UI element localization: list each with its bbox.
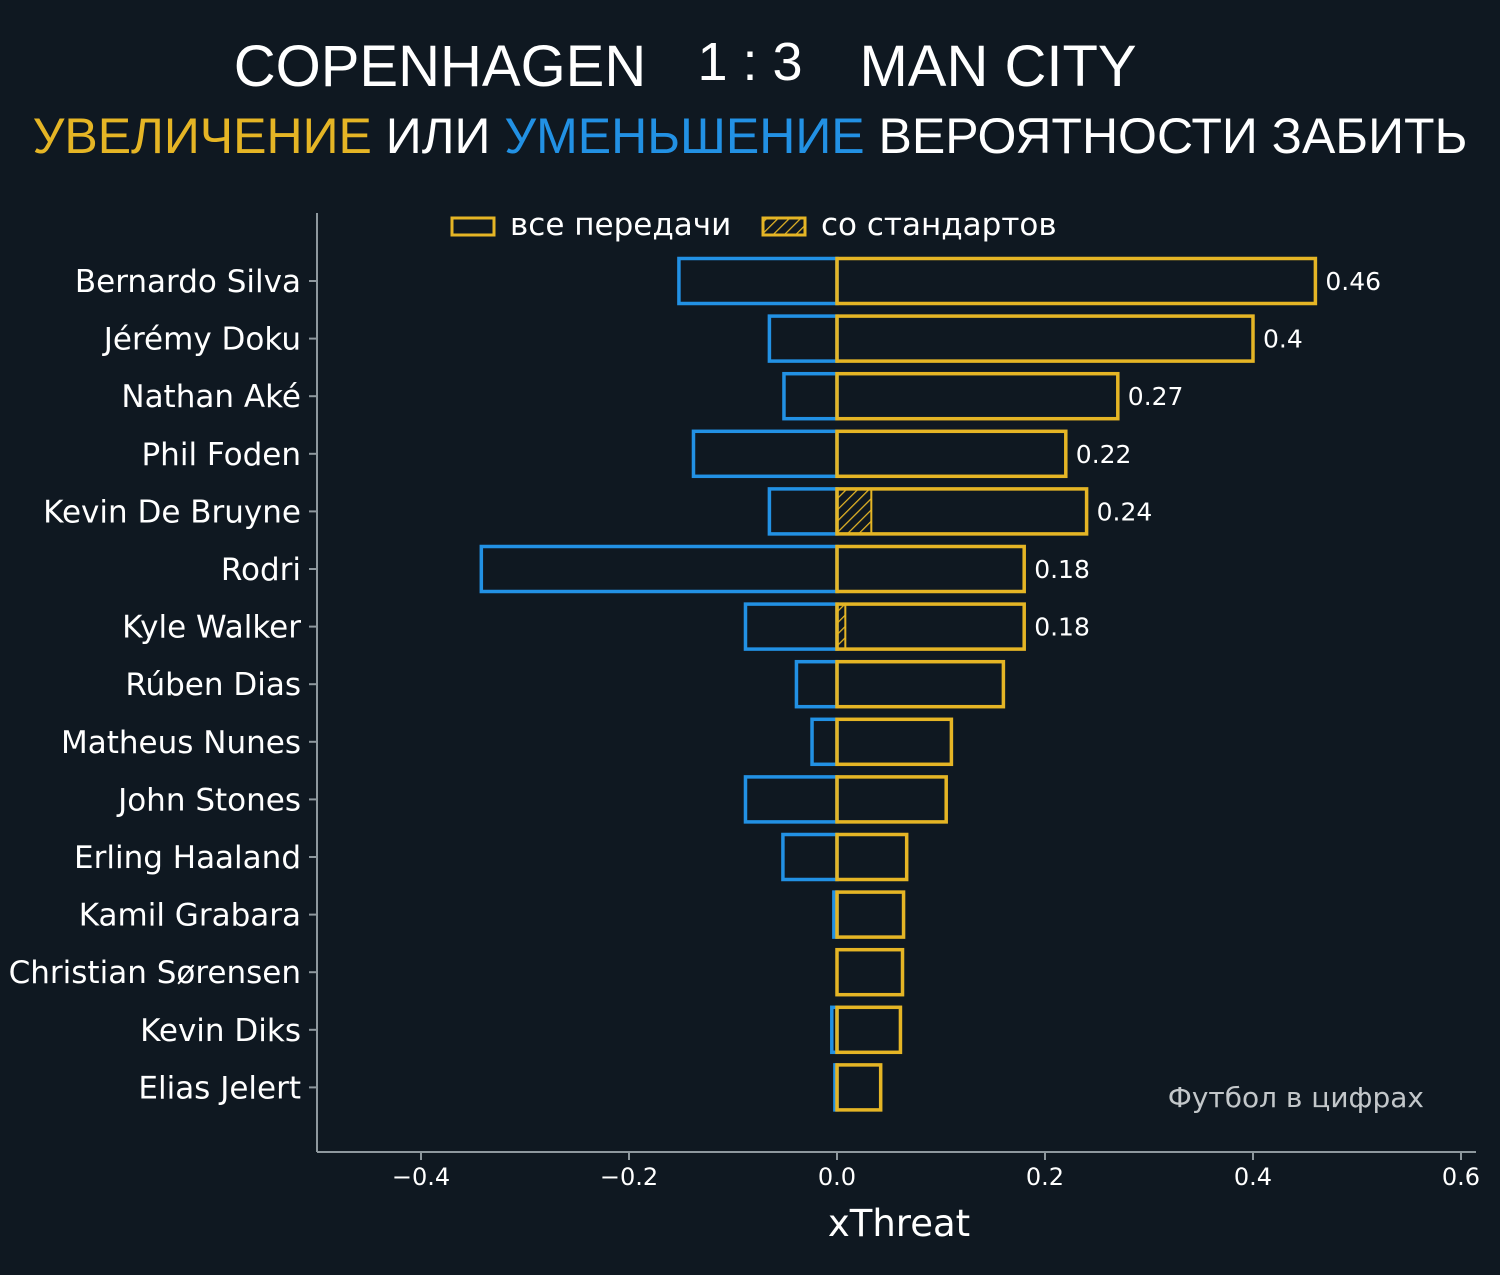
legend: все передачи со стандартов bbox=[450, 207, 1057, 243]
legend-swatch-set-pieces bbox=[761, 216, 807, 237]
value-label-rodri: 0.18 bbox=[1034, 555, 1090, 584]
legend-label-all-passes: все передачи bbox=[510, 207, 731, 243]
bar-decrease-matheus-nunes bbox=[810, 717, 839, 767]
bar-increase-john-stones bbox=[835, 775, 948, 824]
bar-increase-kyle-walker bbox=[835, 602, 1026, 651]
bar-decrease-kevin-de-bruyne bbox=[767, 487, 839, 536]
bar-increase-ruben-dias bbox=[835, 659, 1006, 709]
player-name-kevin-diks: Kevin Diks bbox=[140, 1013, 301, 1049]
bar-increase-bernardo-silva bbox=[835, 256, 1318, 306]
subtitle-increase: УВЕЛИЧЕНИЕ bbox=[33, 108, 372, 164]
x-tick-label: 0.4 bbox=[1234, 1163, 1272, 1191]
legend-swatch-all-passes bbox=[450, 216, 496, 237]
bar-increase-phil-foden bbox=[835, 429, 1068, 479]
player-name-john-stones: John Stones bbox=[116, 782, 301, 818]
x-ticks: −0.4 −0.2 0.0 0.2 0.4 0.6 bbox=[392, 1152, 1480, 1191]
value-label-nathan-ake: 0.27 bbox=[1128, 382, 1184, 411]
subtitle-decrease: УМЕНЬШЕНИЕ bbox=[504, 108, 864, 164]
legend-label-set-pieces: со стандартов bbox=[821, 207, 1057, 243]
bar-increase-christian-s-rensen bbox=[835, 947, 905, 997]
bar-decrease-john-stones bbox=[743, 775, 839, 824]
bar-set-pieces-kevin-de-bruyne bbox=[836, 487, 873, 535]
value-label-jeremy-doku: 0.4 bbox=[1263, 325, 1303, 354]
x-tick-label: −0.4 bbox=[392, 1163, 450, 1191]
bar-decrease-bernardo-silva bbox=[677, 256, 839, 306]
bar-increase-erling-haaland bbox=[835, 832, 909, 882]
player-name-jeremy-doku: Jérémy Doku bbox=[102, 322, 301, 358]
x-axis-label: xThreat bbox=[828, 1202, 970, 1245]
player-name-kyle-walker: Kyle Walker bbox=[122, 610, 301, 646]
bar-decrease-jeremy-doku bbox=[767, 314, 839, 363]
bar-increase-rodri bbox=[835, 544, 1026, 594]
bar-increase-nathan-ake bbox=[835, 371, 1120, 421]
bar-decrease-erling-haaland bbox=[781, 832, 839, 882]
bar-increase-elias-jelert bbox=[835, 1063, 883, 1112]
bar-increase-kevin-diks bbox=[835, 1005, 903, 1055]
value-label-bernardo-silva: 0.46 bbox=[1325, 267, 1381, 296]
player-name-kevin-de-bruyne: Kevin De Bruyne bbox=[43, 494, 301, 530]
player-name-elias-jelert: Elias Jelert bbox=[138, 1070, 301, 1106]
subtitle-or: ИЛИ bbox=[386, 108, 491, 164]
bar-decrease-rodri bbox=[479, 544, 839, 594]
bar-decrease-ruben-dias bbox=[794, 659, 839, 709]
bar-increase-matheus-nunes bbox=[835, 717, 954, 767]
player-name-christian-s-rensen: Christian Sørensen bbox=[9, 955, 301, 991]
subtitle: УВЕЛИЧЕНИЕ ИЛИ УМЕНЬШЕНИЕ ВЕРОЯТНОСТИ ЗА… bbox=[33, 108, 1468, 164]
x-tick-label: 0.0 bbox=[818, 1163, 856, 1191]
bars-layer: 0.460.40.270.220.240.180.18 bbox=[479, 256, 1381, 1112]
bar-decrease-phil-foden bbox=[691, 429, 839, 479]
value-label-phil-foden: 0.22 bbox=[1076, 440, 1132, 469]
bar-increase-jeremy-doku bbox=[835, 314, 1255, 363]
watermark-text: Футбол в цифрах bbox=[1168, 1081, 1424, 1114]
match-score: 1 : 3 bbox=[697, 32, 802, 92]
player-name-matheus-nunes: Matheus Nunes bbox=[61, 725, 301, 761]
player-name-ruben-dias: Rúben Dias bbox=[125, 667, 301, 703]
y-tick-labels: Bernardo Silva Jérémy Doku Nathan Aké Phil … bbox=[9, 264, 317, 1106]
away-team-name: MAN CITY bbox=[859, 34, 1136, 99]
bar-decrease-nathan-ake bbox=[782, 371, 839, 421]
bar-decrease-kyle-walker bbox=[743, 602, 839, 651]
subtitle-rest: ВЕРОЯТНОСТИ ЗАБИТЬ bbox=[879, 108, 1468, 164]
value-label-kevin-de-bruyne: 0.24 bbox=[1097, 497, 1153, 526]
x-tick-label: 0.2 bbox=[1026, 1163, 1064, 1191]
player-name-phil-foden: Phil Foden bbox=[141, 437, 301, 473]
player-name-kamil-grabara: Kamil Grabara bbox=[79, 898, 301, 934]
player-name-nathan-ake: Nathan Aké bbox=[121, 379, 301, 415]
bar-increase-kevin-de-bruyne bbox=[835, 487, 1089, 536]
player-name-erling-haaland: Erling Haaland bbox=[74, 840, 301, 876]
player-name-bernardo-silva: Bernardo Silva bbox=[75, 264, 301, 300]
value-label-kyle-walker: 0.18 bbox=[1034, 613, 1090, 642]
home-team-name: COPENHAGEN bbox=[234, 34, 647, 99]
player-name-rodri: Rodri bbox=[221, 552, 301, 588]
bar-increase-kamil-grabara bbox=[835, 890, 906, 939]
x-tick-label: −0.2 bbox=[600, 1163, 658, 1191]
x-tick-label: 0.6 bbox=[1442, 1163, 1480, 1191]
